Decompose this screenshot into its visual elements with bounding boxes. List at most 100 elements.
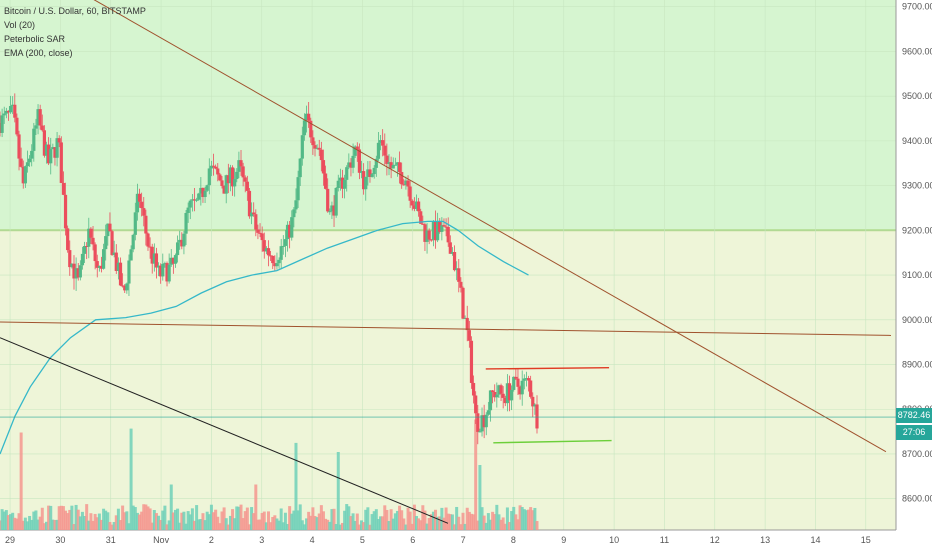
volume-bar-up bbox=[296, 510, 300, 530]
candle-down bbox=[381, 140, 385, 146]
candle-up bbox=[80, 253, 85, 266]
volume-bar-down bbox=[89, 513, 93, 530]
price-tick-label: 9200.00 bbox=[902, 225, 932, 235]
volume-bar-up bbox=[106, 512, 110, 530]
candle-up bbox=[304, 113, 309, 121]
volume-bar-down bbox=[326, 519, 330, 530]
trendlines[interactable] bbox=[0, 0, 896, 524]
volume-bar-up bbox=[51, 519, 55, 530]
candle-up bbox=[4, 110, 8, 114]
volume-bar-down bbox=[400, 510, 404, 530]
price-tick-label: 8600.00 bbox=[902, 494, 932, 504]
sar-indicator-label[interactable]: Peterbolic SAR bbox=[4, 34, 66, 44]
price-axis-bg bbox=[896, 0, 932, 550]
volume-bar-up bbox=[275, 518, 279, 530]
candle-up bbox=[279, 246, 283, 260]
candle-down bbox=[68, 250, 72, 268]
volume-bar-down bbox=[218, 523, 222, 530]
volume-bar-down bbox=[21, 520, 25, 530]
volume-bar-down bbox=[438, 516, 442, 530]
volume-bar-down bbox=[40, 507, 44, 530]
volume-bar-down bbox=[68, 509, 72, 530]
volume-bar-down bbox=[389, 509, 393, 530]
time-tick-label: 8 bbox=[511, 535, 516, 545]
candle-up bbox=[152, 253, 156, 264]
candle-up bbox=[524, 378, 529, 380]
candle-down bbox=[216, 168, 220, 175]
candle-up bbox=[414, 201, 419, 209]
volume-bar-down bbox=[154, 513, 158, 530]
countdown-badge: 27:06 bbox=[896, 425, 932, 441]
time-axis[interactable]: 29 30 31 Nov 2 3 4 5 6 7 8 9 10 11 12 13 14 15 bbox=[5, 535, 871, 545]
volume-bar-down bbox=[410, 523, 414, 530]
volume-bar-down bbox=[385, 509, 389, 530]
volume-bar-up bbox=[393, 513, 397, 530]
volume-bar-up bbox=[505, 507, 509, 530]
candle-up bbox=[353, 146, 357, 156]
descending-resistance-line bbox=[93, 0, 887, 453]
volume-bar-up bbox=[436, 516, 440, 530]
volume-bar-down bbox=[121, 505, 125, 530]
volume-bar-up bbox=[11, 512, 15, 530]
volume-bar-down bbox=[493, 514, 497, 530]
candle-up bbox=[298, 158, 302, 178]
candle-down bbox=[535, 404, 539, 429]
price-tick-label: 9300.00 bbox=[902, 181, 932, 191]
volume-bar-up bbox=[455, 506, 459, 530]
time-tick-label: 7 bbox=[461, 535, 466, 545]
volume-bar-down bbox=[357, 524, 361, 530]
candle-up bbox=[175, 242, 180, 256]
candle-up bbox=[112, 252, 116, 255]
volume-bar-down bbox=[482, 515, 486, 530]
volume-bar-up bbox=[463, 523, 467, 530]
candle-up bbox=[237, 160, 241, 172]
candle-down bbox=[311, 137, 315, 146]
volume-bar-up bbox=[395, 510, 399, 530]
candle-up bbox=[520, 380, 524, 395]
candle-up bbox=[49, 149, 53, 164]
candle-down bbox=[13, 104, 17, 118]
ema-indicator-label[interactable]: EMA (200, close) bbox=[4, 48, 73, 58]
candle-down bbox=[467, 330, 471, 341]
candle-up bbox=[25, 162, 30, 167]
volume-bar-up bbox=[300, 520, 304, 530]
candle-up bbox=[338, 177, 342, 181]
candle-down bbox=[53, 147, 57, 158]
volume-bar-up bbox=[197, 519, 201, 530]
candle-up bbox=[505, 383, 509, 404]
candle-up bbox=[290, 217, 294, 238]
candle-down bbox=[368, 169, 372, 177]
candle-down bbox=[19, 158, 23, 167]
volume-bar-up bbox=[298, 504, 302, 530]
volume-bar-up bbox=[478, 465, 482, 530]
volume-bar-down bbox=[61, 506, 65, 530]
volume-bar-up bbox=[283, 512, 287, 530]
volume-bar-down bbox=[247, 524, 251, 530]
candle-down bbox=[429, 239, 433, 241]
candle-up bbox=[336, 180, 340, 188]
candle-down bbox=[271, 255, 275, 264]
volume-bar-down bbox=[535, 521, 539, 530]
candle-up bbox=[285, 224, 290, 240]
candle-up bbox=[74, 268, 78, 279]
symbol-title[interactable]: Bitcoin / U.S. Dollar, 60, BITSTAMP bbox=[4, 6, 146, 16]
candle-down bbox=[471, 382, 476, 396]
volume-bar-up bbox=[70, 505, 74, 530]
volume-bar-up bbox=[112, 522, 116, 530]
candle-up bbox=[351, 155, 355, 168]
price-tick-label: 9600.00 bbox=[902, 46, 932, 56]
candle-up bbox=[106, 223, 110, 237]
candle-down bbox=[266, 248, 271, 256]
volume-bar-down bbox=[402, 518, 406, 530]
volume-bar-up bbox=[372, 511, 376, 530]
volume-bar-up bbox=[233, 518, 237, 530]
volume-bar-up bbox=[135, 512, 139, 530]
volume-bar-down bbox=[256, 519, 260, 530]
volume-bar-down bbox=[108, 521, 112, 530]
volume-bar-up bbox=[74, 504, 78, 530]
volume-indicator-label[interactable]: Vol (20) bbox=[4, 20, 36, 30]
candle-up bbox=[347, 162, 351, 168]
candle-up bbox=[167, 264, 171, 282]
